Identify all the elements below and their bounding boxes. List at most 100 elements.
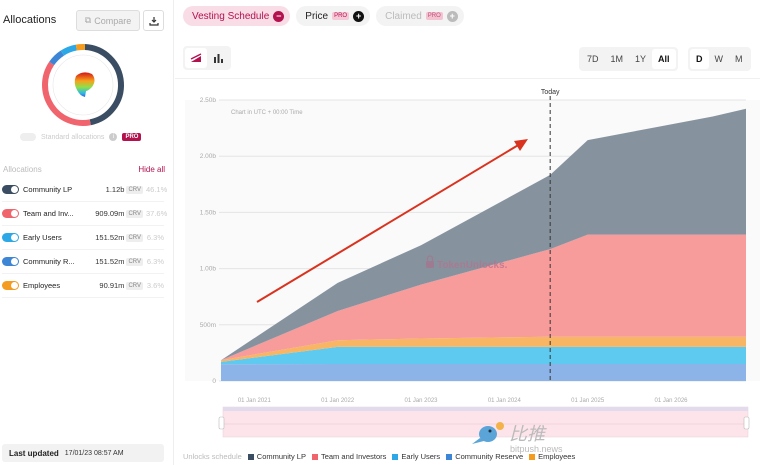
interval-button-w[interactable]: W	[714, 54, 724, 64]
allocation-toggle[interactable]	[2, 209, 19, 218]
allocation-toggle[interactable]	[2, 257, 19, 266]
token-badge: CRV	[126, 233, 143, 242]
range-button-all[interactable]: All	[652, 49, 676, 69]
allocations-list-header: Allocations Hide all	[3, 165, 165, 174]
hide-all-link[interactable]: Hide all	[138, 165, 165, 174]
pro-badge: PRO	[122, 133, 142, 141]
chart-type-toggle	[183, 46, 231, 70]
allocation-row: Employees 90.91m CRV 3.6%	[2, 274, 164, 298]
token-badge: CRV	[126, 281, 143, 290]
legend-swatch	[529, 453, 536, 460]
tab-price[interactable]: Price PRO +	[296, 6, 371, 26]
area-series-community-reserve[interactable]	[221, 364, 746, 381]
donut-slice[interactable]	[75, 44, 86, 51]
allocation-name: Team and Inv...	[23, 209, 74, 218]
allocations-list-title: Allocations	[3, 165, 42, 174]
y-tick-label: 1.50b	[200, 209, 217, 216]
donut-slice[interactable]	[60, 44, 77, 56]
watermark-cn: 比推	[509, 424, 545, 445]
allocation-name: Community R...	[23, 257, 75, 266]
allocation-donut-chart	[42, 44, 124, 126]
annotation-arrow-icon	[256, 139, 528, 303]
range-button-7d[interactable]: 7D	[587, 54, 599, 64]
allocation-amount: 151.52m	[95, 257, 125, 266]
standard-allocations-toggle[interactable]	[20, 133, 36, 141]
donut-slice[interactable]	[84, 44, 124, 126]
allocation-row: Community LP 1.12b CRV 46.1%	[2, 178, 168, 202]
donut-slice[interactable]	[49, 50, 65, 66]
area-chart-button[interactable]	[185, 48, 207, 68]
main-panel: Vesting Schedule − Price PRO + Claimed P…	[175, 0, 760, 465]
x-tick-label: 01 Jan 2024	[488, 398, 522, 404]
range-button-1y[interactable]: 1Y	[635, 54, 647, 64]
info-icon[interactable]: i	[109, 133, 118, 141]
sidebar-title: Allocations	[3, 14, 57, 26]
area-series-team-and-investors[interactable]	[221, 234, 746, 361]
interval-button-d[interactable]: D	[690, 49, 709, 69]
compare-icon: ⧉	[84, 15, 92, 25]
navigator-right-handle[interactable]	[743, 416, 750, 430]
allocation-percent: 3.6%	[146, 281, 164, 290]
x-tick-label: 01 Jan 2025	[571, 398, 605, 404]
last-updated-label: Last updated	[9, 448, 59, 458]
y-tick-label: 1.00b	[200, 266, 217, 273]
legend-item[interactable]: Team and Investors	[311, 452, 387, 461]
x-tick-label: 01 Jan 2026	[654, 398, 688, 404]
x-tick-label: 01 Jan 2022	[321, 398, 355, 404]
tab-label: Vesting Schedule	[192, 10, 270, 22]
legend-item[interactable]: Employees	[529, 452, 575, 461]
allocations-sidebar: Allocations ⧉ Compare Standard allocatio…	[0, 0, 174, 465]
download-button[interactable]	[143, 10, 164, 31]
y-tick-label: 0	[212, 378, 216, 385]
chart-subtitle: Chart in UTC + 00:00 Time	[231, 110, 303, 116]
legend-swatch	[446, 453, 453, 460]
legend-label: Team and Investors	[320, 452, 387, 461]
area-chart-icon	[190, 53, 202, 62]
pro-badge: PRO	[425, 12, 443, 20]
bird-logo-icon	[472, 422, 504, 444]
allocation-percent: 37.6%	[146, 209, 168, 218]
legend-item[interactable]: Community Reserve	[446, 452, 523, 461]
last-updated-value: 17/01/23 08:57 AM	[64, 449, 124, 457]
compare-button[interactable]: ⧉ Compare	[76, 10, 140, 31]
watermark-url: bitpush.news	[510, 444, 563, 454]
area-series-employees[interactable]	[221, 336, 746, 362]
allocation-percent: 46.1%	[146, 185, 168, 194]
allocation-name: Community LP	[23, 185, 73, 194]
y-tick-label: 2.50b	[200, 97, 217, 104]
standard-allocations-label: Standard allocations	[41, 133, 105, 141]
legend-item[interactable]: Community LP	[247, 452, 306, 461]
allocation-row: Team and Inv... 909.09m CRV 37.6%	[2, 202, 168, 226]
tab-vesting-schedule[interactable]: Vesting Schedule −	[183, 6, 291, 26]
interval-button-m[interactable]: M	[735, 54, 743, 64]
navigator-left-handle[interactable]	[218, 416, 225, 430]
legend-swatch	[392, 453, 399, 460]
allocation-percent: 6.3%	[146, 233, 164, 242]
tab-claimed[interactable]: Claimed PRO +	[376, 6, 464, 26]
token-badge: CRV	[126, 209, 143, 218]
allocation-amount: 90.91m	[99, 281, 125, 290]
bar-chart-icon	[213, 54, 223, 63]
area-series-early-users[interactable]	[221, 346, 746, 365]
minus-circle-icon: −	[273, 10, 285, 22]
donut-slice[interactable]	[42, 61, 91, 126]
tokenunlocks-watermark: TokenUnlocks.	[426, 255, 508, 271]
allocation-name: Early Users	[23, 233, 62, 242]
area-series-community-lp[interactable]	[221, 108, 746, 361]
lock-icon	[426, 261, 434, 268]
y-tick-label: 500m	[200, 322, 216, 329]
vesting-schedule-chart: 0 500m 1.00b 1.50b 2.00b 2.50b Chart in UTC + …	[185, 89, 760, 438]
allocation-toggle[interactable]	[2, 185, 19, 194]
bar-chart-button[interactable]	[207, 48, 229, 68]
range-button-1m[interactable]: 1M	[610, 54, 624, 64]
allocation-row: Community R... 151.52m CRV 6.3%	[2, 250, 164, 274]
plus-circle-icon: +	[446, 10, 458, 22]
legend-item[interactable]: Early Users	[392, 452, 440, 461]
bitpush-watermark: 比推	[470, 420, 545, 446]
allocation-toggle[interactable]	[2, 233, 19, 242]
plus-circle-icon: +	[353, 10, 365, 22]
download-icon	[148, 16, 159, 26]
allocation-toggle[interactable]	[2, 281, 19, 290]
legend-swatch	[311, 453, 318, 460]
token-badge: CRV	[126, 257, 143, 266]
